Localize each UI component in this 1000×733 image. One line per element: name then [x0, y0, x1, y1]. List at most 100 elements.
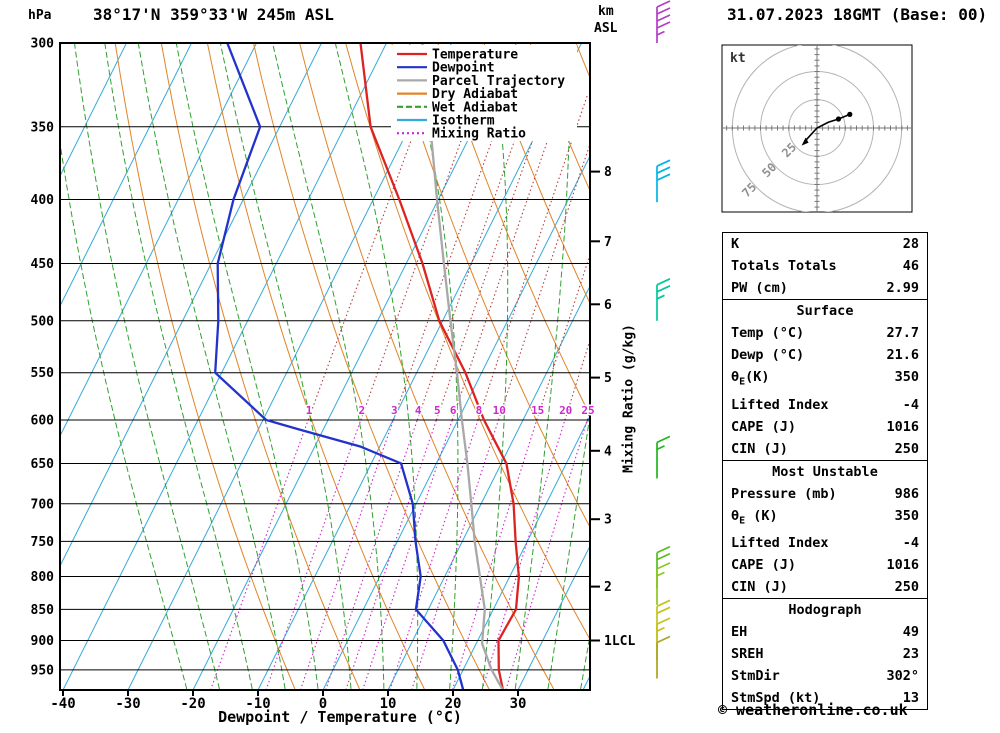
svg-text:5: 5 — [604, 371, 612, 386]
stats-block: Surface Temp (°C) 27.7 Dewp (°C) 21.6 θE(K) 35… — [723, 300, 927, 461]
stats-label: EH — [731, 624, 748, 641]
svg-text:900: 900 — [31, 634, 55, 649]
stats-block-header: Most Unstable — [772, 463, 878, 480]
svg-text:1LCL: 1LCL — [604, 634, 635, 649]
temperature-line — [359, 43, 521, 690]
x-axis-label: Dewpoint / Temperature (°C) — [218, 708, 462, 726]
wind-barb — [656, 435, 671, 479]
stats-value: 350 — [894, 507, 919, 524]
svg-text:650: 650 — [31, 457, 55, 472]
stats-value: 1016 — [886, 557, 919, 574]
stats-block-header: Hodograph — [788, 602, 862, 619]
stats-label: StmSpd (kt) — [731, 690, 821, 707]
stats-label: StmDir — [731, 668, 780, 685]
stats-label: θE(K) — [731, 369, 770, 388]
svg-text:2: 2 — [358, 404, 365, 417]
stats-row: K 28 — [723, 233, 927, 255]
stats-label: CIN (J) — [731, 579, 788, 596]
storm-motion-arrow — [801, 137, 809, 146]
svg-text:-20: -20 — [180, 696, 205, 712]
svg-text:600: 600 — [31, 414, 55, 429]
svg-text:10: 10 — [380, 696, 397, 712]
stats-block: Most Unstable Pressure (mb) 986 θE (K) 350 Li… — [723, 461, 927, 600]
svg-text:30: 30 — [510, 696, 527, 712]
stats-value: 350 — [894, 369, 919, 385]
svg-text:Dry Adiabat: Dry Adiabat — [432, 87, 518, 102]
stats-row: PW (cm) 2.99 — [723, 277, 927, 299]
hodograph-trace — [804, 113, 851, 143]
svg-text:25: 25 — [581, 404, 594, 417]
stats-value: 13 — [902, 690, 919, 707]
parcel-trajectory-line — [421, 43, 505, 690]
stats-row: CAPE (J) 1016 — [723, 416, 927, 438]
stats-row: Lifted Index -4 — [723, 532, 927, 554]
wind-barb — [656, 562, 671, 605]
stats-label: Dewp (°C) — [731, 347, 805, 363]
stats-row: θE (K) 350 — [723, 505, 927, 533]
stats-label: Temp (°C) — [731, 325, 805, 341]
stats-row: Lifted Index -4 — [723, 394, 927, 416]
svg-text:15: 15 — [531, 404, 544, 417]
svg-text:450: 450 — [31, 257, 55, 272]
stats-label: θE (K) — [731, 507, 778, 527]
svg-text:-40: -40 — [50, 696, 75, 712]
altitude-axis-unit-asl: ASL — [594, 21, 618, 36]
svg-text:800: 800 — [31, 570, 55, 585]
svg-text:700: 700 — [31, 497, 55, 512]
svg-text:750: 750 — [31, 535, 55, 550]
svg-text:350: 350 — [31, 120, 55, 135]
svg-text:4: 4 — [415, 404, 422, 417]
svg-text:10: 10 — [493, 404, 506, 417]
svg-text:0: 0 — [319, 696, 327, 712]
svg-text:850: 850 — [31, 603, 55, 618]
stats-row: CIN (J) 250 — [723, 576, 927, 598]
stats-label: CIN (J) — [731, 440, 788, 457]
stats-value: 302° — [886, 668, 919, 685]
stats-label: CAPE (J) — [731, 557, 797, 574]
svg-text:2: 2 — [604, 580, 612, 595]
wind-barb-column — [656, 0, 671, 679]
stats-row: StmDir 302° — [723, 665, 927, 687]
stats-value: 49 — [902, 624, 919, 641]
svg-text:Wet Adiabat: Wet Adiabat — [432, 100, 518, 115]
svg-text:8: 8 — [476, 404, 483, 417]
stats-value: 28 — [902, 236, 919, 252]
svg-text:8: 8 — [604, 165, 612, 180]
stats-value: 23 — [902, 646, 919, 663]
stats-block: K 28 Totals Totals 46 PW (cm) 2.99 — [723, 233, 927, 300]
svg-text:300: 300 — [31, 37, 55, 52]
svg-text:6: 6 — [450, 404, 457, 417]
stats-row: Pressure (mb) 986 — [723, 483, 927, 505]
svg-text:Dewpoint: Dewpoint — [432, 61, 495, 76]
copyright-link[interactable]: © weatheronline.co.uk — [718, 701, 908, 719]
svg-text:kt: kt — [730, 51, 746, 66]
svg-text:Parcel Trajectory: Parcel Trajectory — [432, 74, 565, 89]
svg-text:6: 6 — [604, 298, 612, 313]
svg-text:500: 500 — [31, 314, 55, 329]
stats-row: SREH 23 — [723, 643, 927, 665]
stats-label: Totals Totals — [731, 258, 837, 274]
datetime-title: 31.07.2023 18GMT (Base: 00) — [727, 5, 988, 24]
pressure-axis-unit: hPa — [28, 8, 52, 23]
stats-value: 21.6 — [886, 347, 919, 363]
wind-barb — [656, 278, 671, 321]
skewt-gridlines — [60, 43, 590, 690]
stats-value: 1016 — [886, 418, 919, 435]
altitude-axis-unit-km: km — [598, 4, 614, 19]
svg-text:550: 550 — [31, 366, 55, 381]
stats-row: Dewp (°C) 21.6 — [723, 344, 927, 366]
stats-value: 250 — [894, 440, 919, 457]
stats-label: Lifted Index — [731, 535, 829, 552]
svg-text:7: 7 — [604, 235, 612, 250]
stats-value: 250 — [894, 579, 919, 596]
stats-value: -4 — [902, 535, 919, 552]
svg-text:Isotherm: Isotherm — [432, 114, 495, 129]
svg-text:4: 4 — [604, 444, 612, 459]
svg-text:950: 950 — [31, 663, 55, 678]
stats-value: -4 — [902, 396, 919, 413]
svg-text:20: 20 — [559, 404, 572, 417]
plot-frame — [59, 42, 591, 691]
